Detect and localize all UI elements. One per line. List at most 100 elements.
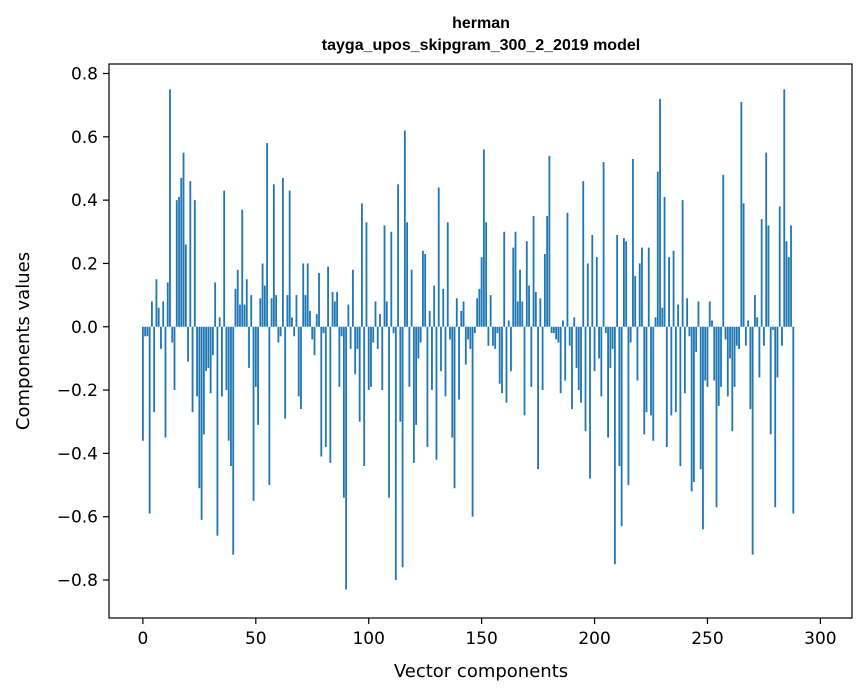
bar-78 [318, 272, 320, 327]
bar-129 [433, 285, 436, 327]
bar-263 [735, 326, 738, 346]
bar-232 [665, 326, 668, 448]
y-tick-label: −0.8 [57, 571, 98, 591]
bar-52 [259, 298, 262, 327]
bar-198 [589, 326, 591, 479]
bar-243 [690, 326, 693, 492]
bar-51 [257, 326, 259, 425]
bar-54 [263, 285, 266, 327]
bar-271 [753, 295, 756, 327]
bar-105 [379, 314, 381, 327]
bar-204 [602, 162, 605, 327]
bar-119 [410, 269, 413, 327]
bar-55 [266, 143, 268, 327]
bar-101 [370, 326, 372, 387]
bar-115 [401, 326, 404, 568]
bar-99 [365, 222, 368, 327]
bar-67 [293, 326, 296, 337]
bar-246 [697, 301, 700, 327]
bar-3 [148, 326, 151, 514]
bar-195 [582, 181, 585, 327]
bar-32 [214, 282, 217, 327]
bar-98 [363, 326, 366, 467]
bar-112 [394, 326, 397, 581]
bar-35 [221, 326, 223, 397]
x-tick-label: 150 [465, 629, 497, 649]
bar-192 [575, 326, 578, 368]
bar-201 [595, 257, 598, 327]
bar-236 [674, 326, 677, 413]
bar-283 [781, 326, 783, 346]
bar-124 [422, 250, 424, 327]
bar-166 [516, 301, 519, 327]
bar-87 [338, 326, 341, 387]
bar-36 [223, 190, 226, 327]
bar-128 [431, 326, 433, 391]
bar-219 [636, 326, 639, 381]
bar-62 [281, 177, 284, 327]
bar-137 [451, 326, 454, 438]
bar-136 [449, 326, 451, 340]
bar-235 [672, 250, 675, 327]
bar-259 [726, 326, 729, 397]
bar-38 [227, 326, 230, 441]
bar-33 [216, 326, 219, 536]
x-axis-ticks: 0 50 100 150 200 250 300 [137, 618, 837, 649]
bar-68 [295, 295, 298, 327]
bar-34 [218, 317, 221, 327]
bar-74 [309, 310, 311, 327]
bar-218 [634, 276, 637, 327]
bar-9 [162, 301, 165, 327]
bar-6 [155, 279, 158, 327]
bar-140 [458, 326, 460, 400]
bar-109 [388, 326, 390, 498]
bar-41 [234, 288, 237, 327]
bar-0 [141, 326, 144, 441]
bar-222 [643, 326, 646, 435]
bar-171 [528, 285, 530, 327]
bar-15 [175, 200, 178, 327]
bar-70 [300, 326, 302, 410]
bar-17 [180, 177, 183, 327]
bar-48 [250, 295, 253, 327]
bar-208 [611, 326, 614, 349]
bar-268 [747, 320, 750, 327]
bar-177 [541, 326, 544, 391]
bar-71 [302, 263, 305, 327]
bar-72 [304, 295, 307, 327]
bar-194 [580, 326, 582, 403]
bar-108 [385, 301, 388, 327]
bar-257 [722, 174, 725, 327]
bar-125 [424, 253, 427, 327]
bar-210 [616, 234, 619, 327]
bar-159 [501, 326, 503, 394]
bar-45 [243, 304, 246, 327]
bar-49 [252, 326, 255, 501]
bar-30 [209, 326, 212, 394]
bar-266 [742, 203, 745, 327]
bar-69 [297, 326, 300, 397]
bar-193 [577, 326, 580, 391]
bar-181 [550, 326, 553, 334]
bar-8 [160, 326, 162, 349]
bar-56 [268, 326, 271, 486]
bar-66 [291, 317, 293, 327]
x-tick-label: 200 [578, 629, 610, 649]
bar-1 [144, 326, 147, 337]
bar-253 [713, 326, 716, 381]
bar-10 [164, 326, 167, 438]
bar-172 [530, 326, 533, 387]
bar-53 [261, 263, 264, 327]
bar-233 [668, 257, 670, 327]
y-tick-label: 0.6 [71, 128, 98, 148]
bar-152 [485, 222, 488, 327]
bar-163 [510, 326, 512, 372]
bar-267 [744, 326, 747, 346]
bar-29 [207, 326, 210, 368]
bar-207 [609, 326, 612, 368]
bar-7 [157, 307, 160, 327]
bar-149 [478, 288, 481, 327]
bar-214 [625, 241, 628, 327]
bar-95 [356, 326, 359, 349]
bar-155 [492, 326, 494, 346]
